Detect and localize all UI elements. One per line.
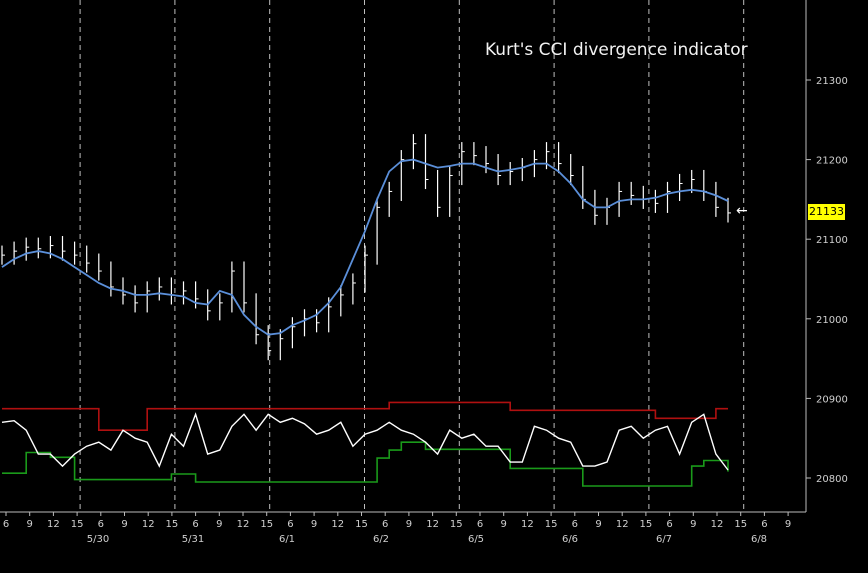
x-tick-label: 12 bbox=[47, 519, 60, 530]
x-tick-label: 9 bbox=[785, 519, 791, 530]
axes-layer: 21300 21200 21100 21000 20900 20800 6 9 12 15 6 9 12… bbox=[0, 0, 848, 545]
lower-band-layer bbox=[2, 441, 729, 487]
last-price-badge: 21133 bbox=[808, 204, 845, 220]
x-tick-label: 9 bbox=[406, 519, 412, 530]
y-tick-label: 21200 bbox=[816, 156, 848, 167]
x-date-label: 6/1 bbox=[279, 534, 295, 545]
moving-average-layer bbox=[1, 158, 729, 336]
x-tick-label: 12 bbox=[521, 519, 534, 530]
x-tick-label: 6 bbox=[572, 519, 578, 530]
x-date-label: 6/7 bbox=[656, 534, 672, 545]
last-price-arrow-icon: ← bbox=[736, 203, 748, 219]
price-bars-layer bbox=[1, 134, 731, 361]
x-tick-label: 9 bbox=[121, 519, 127, 530]
moving-average-line bbox=[1, 158, 729, 336]
x-tick-label: 9 bbox=[690, 519, 696, 530]
x-tick-label: 15 bbox=[166, 519, 179, 530]
y-tick-label: 21000 bbox=[816, 315, 848, 326]
x-date-label: 6/8 bbox=[751, 534, 767, 545]
x-date-label: 6/6 bbox=[562, 534, 578, 545]
x-tick-label: 9 bbox=[27, 519, 33, 530]
x-date-label: 5/31 bbox=[182, 534, 204, 545]
y-tick-label: 20800 bbox=[816, 474, 848, 485]
cci-line bbox=[1, 412, 729, 471]
x-tick-label: 15 bbox=[260, 519, 273, 530]
x-tick-label: 12 bbox=[616, 519, 629, 530]
x-tick-label: 12 bbox=[711, 519, 724, 530]
chart-title: Kurt's CCI divergence indicator bbox=[485, 40, 748, 60]
y-tick-label: 21300 bbox=[816, 76, 848, 87]
x-tick-label: 9 bbox=[311, 519, 317, 530]
x-tick-label: 6 bbox=[666, 519, 672, 530]
y-tick-label: 20900 bbox=[816, 394, 848, 405]
x-tick-label: 12 bbox=[426, 519, 439, 530]
x-tick-label: 6 bbox=[477, 519, 483, 530]
x-tick-label: 12 bbox=[331, 519, 344, 530]
x-tick-label: 15 bbox=[71, 519, 84, 530]
x-tick-label: 15 bbox=[640, 519, 653, 530]
x-tick-label: 6 bbox=[382, 519, 388, 530]
lower-band-line bbox=[2, 441, 729, 487]
x-tick-label: 6 bbox=[192, 519, 198, 530]
x-tick-label: 12 bbox=[142, 519, 155, 530]
x-tick-label: 15 bbox=[355, 519, 368, 530]
x-date-label: 6/5 bbox=[468, 534, 484, 545]
x-tick-label: 9 bbox=[595, 519, 601, 530]
x-date-label: 5/30 bbox=[87, 534, 109, 545]
day-gridlines bbox=[79, 0, 745, 512]
x-tick-label: 6 bbox=[3, 519, 9, 530]
x-tick-label: 6 bbox=[761, 519, 767, 530]
x-tick-label: 6 bbox=[287, 519, 293, 530]
x-tick-label: 15 bbox=[545, 519, 558, 530]
x-date-label: 6/2 bbox=[373, 534, 389, 545]
cci-layer bbox=[1, 412, 729, 471]
x-tick-label: 15 bbox=[450, 519, 463, 530]
x-tick-label: 12 bbox=[237, 519, 250, 530]
x-tick-label: 9 bbox=[216, 519, 222, 530]
y-tick-label: 21100 bbox=[816, 235, 848, 246]
x-tick-label: 6 bbox=[98, 519, 104, 530]
x-tick-label: 15 bbox=[734, 519, 747, 530]
x-tick-label: 9 bbox=[501, 519, 507, 530]
